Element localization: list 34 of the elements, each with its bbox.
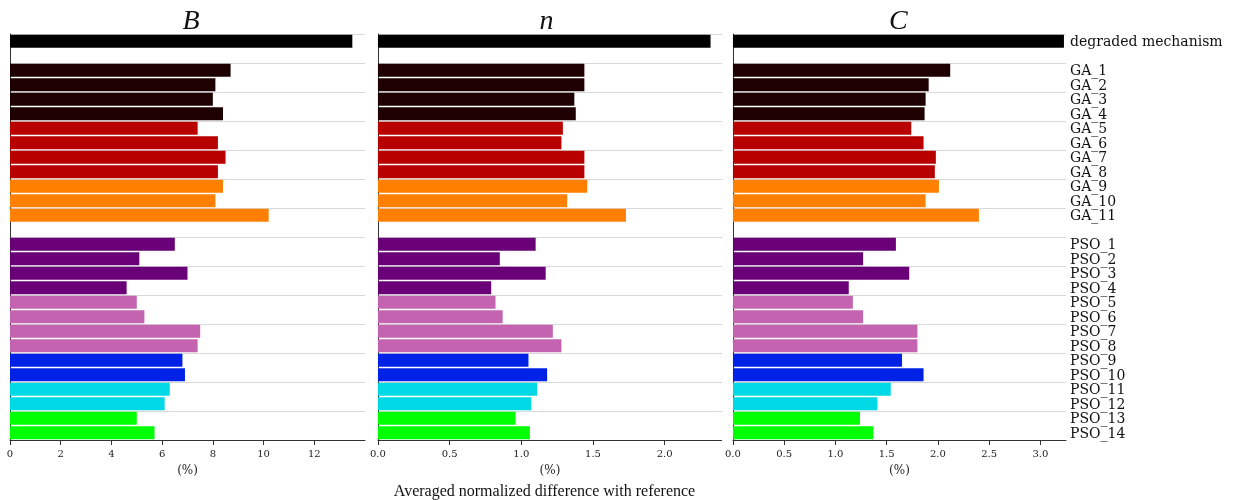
chart-title: n [539, 3, 554, 35]
bar [377, 34, 711, 48]
y-tick-label: GA_11 [1070, 207, 1117, 225]
x-tick-label: 10 [257, 447, 270, 459]
bar [377, 208, 626, 222]
bar [732, 208, 979, 222]
x-tick-label: 0.0 [725, 447, 741, 459]
x-tick-label: 0 [6, 447, 14, 459]
x-tick-label: 0.5 [776, 447, 793, 459]
x-tick-label: 2.0 [656, 447, 673, 459]
text: Averaged normalized difference with reference [393, 481, 696, 500]
bar [10, 208, 269, 222]
x-tick-label: 1.0 [827, 447, 844, 459]
x-tick-label: 4 [108, 447, 115, 459]
x-tick-label: 12 [307, 447, 321, 459]
x-axis-title: (%) [177, 463, 198, 477]
x-tick-label: 1.0 [513, 447, 530, 459]
x-axis-title: (%) [889, 463, 910, 477]
bar [10, 34, 353, 48]
x-tick-label: 0.0 [370, 447, 386, 459]
chart-title: B [182, 3, 200, 35]
x-tick-label: 2.5 [981, 447, 998, 459]
x-tick-label: 6 [158, 447, 166, 459]
x-tick-label: 0.5 [441, 447, 458, 459]
y-tick-label: degraded mechanism [1070, 33, 1223, 50]
bar [732, 34, 1064, 48]
x-tick-label: 2.0 [929, 447, 946, 459]
x-tick-label: 8 [209, 447, 217, 459]
chart-title: C [889, 3, 908, 35]
x-tick-label: 1.5 [585, 447, 601, 459]
x-tick-label: 2 [57, 447, 64, 459]
x-axis-title: (%) [539, 463, 561, 477]
x-tick-label: 3.0 [1032, 447, 1049, 459]
x-tick-label: 1.5 [878, 447, 895, 459]
